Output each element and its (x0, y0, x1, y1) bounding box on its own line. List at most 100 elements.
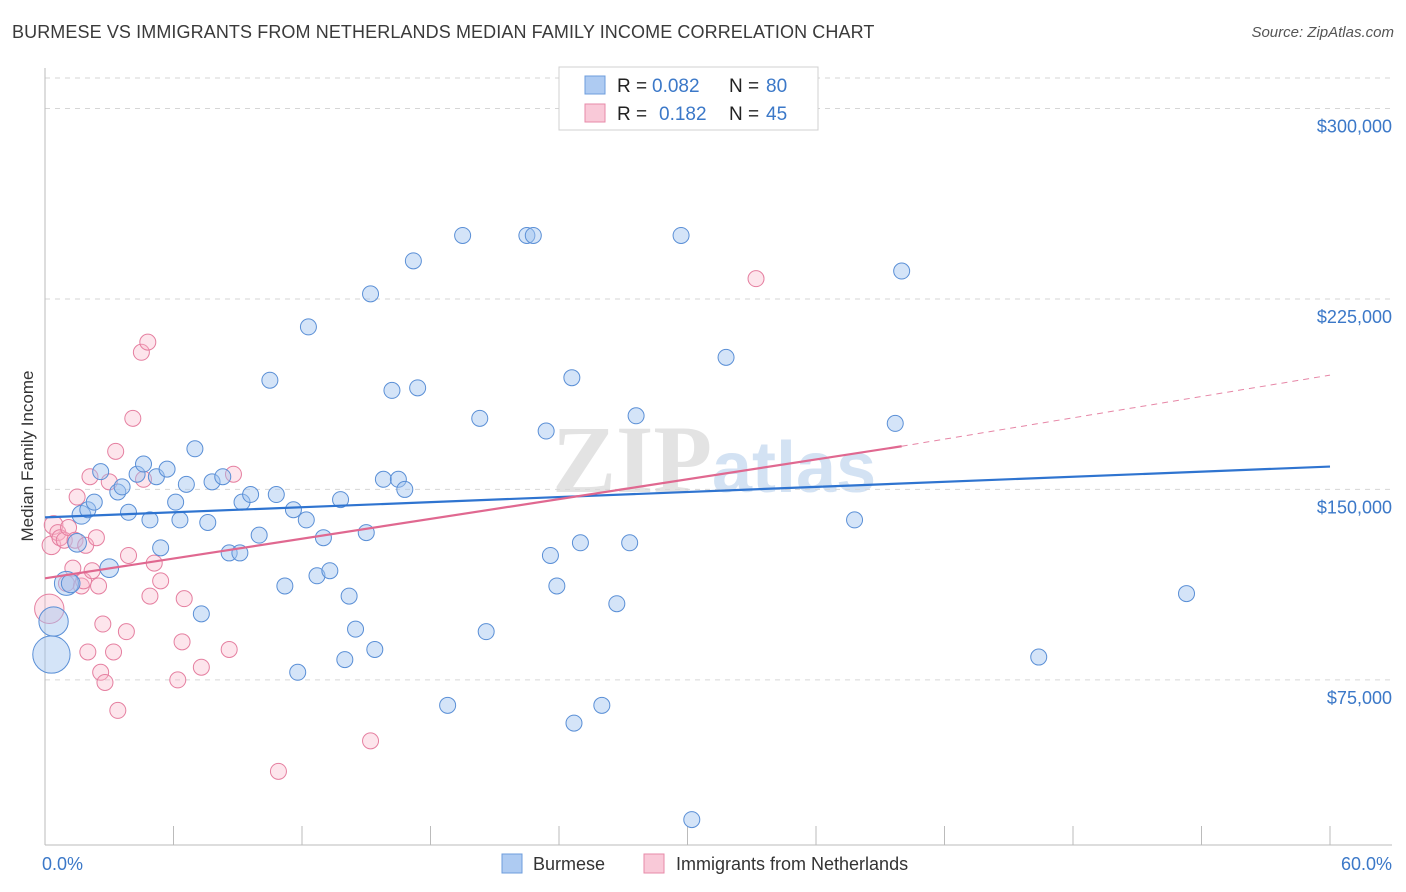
netherlands-point (81, 468, 99, 486)
netherlands-point (79, 643, 97, 661)
burmese-point (92, 463, 110, 481)
legend-r-label-1: R = (617, 76, 647, 97)
legend-n-label-2: N = (729, 104, 759, 125)
netherlands-point (64, 559, 82, 577)
chart-title: BURMESE VS IMMIGRANTS FROM NETHERLANDS M… (12, 22, 875, 42)
burmese-point (199, 513, 217, 531)
burmese-point (541, 546, 559, 564)
netherlands-point (68, 488, 86, 506)
tick-labels: $75,000 $150,000 $225,000 $300,000 0.0% 60.0% (42, 116, 1392, 874)
y-tick-label: $225,000 (1317, 307, 1392, 327)
burmese-point (672, 226, 690, 244)
bottom-legend: Burmese Immigrants from Netherlands (501, 853, 908, 874)
burmese-point (471, 409, 489, 427)
netherlands-point (124, 409, 142, 427)
burmese-point (389, 470, 407, 488)
burmese-point (284, 501, 302, 519)
burmese-point (524, 226, 542, 244)
burmese-point (113, 478, 131, 496)
netherlands-point (169, 671, 187, 689)
netherlands-point (139, 333, 157, 351)
burmese-point (171, 511, 189, 529)
burmese-point (846, 511, 864, 529)
netherlands-point (224, 465, 242, 483)
netherlands-point (362, 732, 380, 750)
y-axis-label: Median Family Income (18, 370, 37, 541)
burmese-point (289, 663, 307, 681)
series-netherlands-points (34, 270, 765, 780)
y-tick-label: $300,000 (1317, 116, 1392, 136)
netherlands-point (87, 529, 105, 547)
burmese-point (347, 620, 365, 638)
burmese-point (608, 595, 626, 613)
legend-r-value-1: 0.082 (652, 76, 700, 97)
legend-n-label-1: N = (729, 76, 759, 97)
burmese-point (299, 318, 317, 336)
burmese-point (120, 503, 138, 521)
legend-r-label-2: R = (617, 104, 647, 125)
netherlands-point (747, 270, 765, 288)
legend-swatch-netherlands (584, 103, 606, 123)
burmese-point (85, 493, 103, 511)
netherlands-point (94, 615, 112, 633)
netherlands-trend-extension (901, 374, 1331, 447)
burmese-point (340, 587, 358, 605)
burmese-point (383, 381, 401, 399)
top-legend: R = 0.082 N = 80 R = 0.182 N = 45 (558, 66, 819, 131)
burmese-point (518, 226, 536, 244)
netherlands-trend-line (44, 445, 902, 580)
netherlands-point (175, 590, 193, 608)
burmese-point (32, 635, 71, 674)
netherlands-point (109, 701, 127, 719)
legend-r-value-2: 0.182 (659, 104, 707, 125)
watermark: ZIP atlas (552, 406, 876, 513)
burmese-point (893, 262, 911, 280)
netherlands-point (141, 587, 159, 605)
burmese-trend-line (44, 465, 1331, 519)
burmese-point (141, 511, 159, 529)
bottom-legend-swatch-netherlands (643, 853, 665, 874)
burmese-point (177, 475, 195, 493)
burmese-point (192, 605, 210, 623)
netherlands-point (105, 643, 123, 661)
burmese-point (886, 414, 904, 432)
burmese-point (321, 562, 339, 580)
burmese-point (203, 473, 221, 491)
burmese-point (297, 511, 315, 529)
burmese-point (167, 493, 185, 511)
netherlands-point (220, 640, 238, 658)
netherlands-point (34, 593, 65, 624)
burmese-point (366, 640, 384, 658)
burmese-point (683, 811, 701, 829)
burmese-point (314, 529, 332, 547)
burmese-point (53, 570, 79, 596)
burmese-point (563, 369, 581, 387)
legend-n-value-2: 45 (766, 104, 787, 125)
y-tick-label: $150,000 (1317, 497, 1392, 517)
netherlands-point (173, 633, 191, 651)
burmese-point (308, 567, 326, 585)
series-burmese-points (32, 226, 1196, 829)
burmese-point (454, 226, 472, 244)
burmese-point (267, 486, 285, 504)
burmese-point (404, 252, 422, 270)
burmese-point (336, 651, 354, 669)
burmese-point (186, 440, 204, 458)
watermark-atlas: atlas (712, 428, 876, 508)
burmese-point (717, 348, 735, 366)
burmese-point (38, 606, 69, 637)
burmese-point (276, 577, 294, 595)
netherlands-point (90, 577, 108, 595)
burmese-point (60, 573, 81, 594)
burmese-point (158, 460, 176, 478)
netherlands-point (117, 623, 135, 641)
burmese-point (571, 534, 589, 552)
burmese-point (67, 532, 87, 553)
burmese-point (374, 470, 392, 488)
burmese-point (362, 285, 380, 303)
burmese-point (242, 486, 260, 504)
burmese-point (565, 714, 583, 732)
burmese-point (332, 491, 350, 509)
burmese-point (537, 422, 555, 440)
